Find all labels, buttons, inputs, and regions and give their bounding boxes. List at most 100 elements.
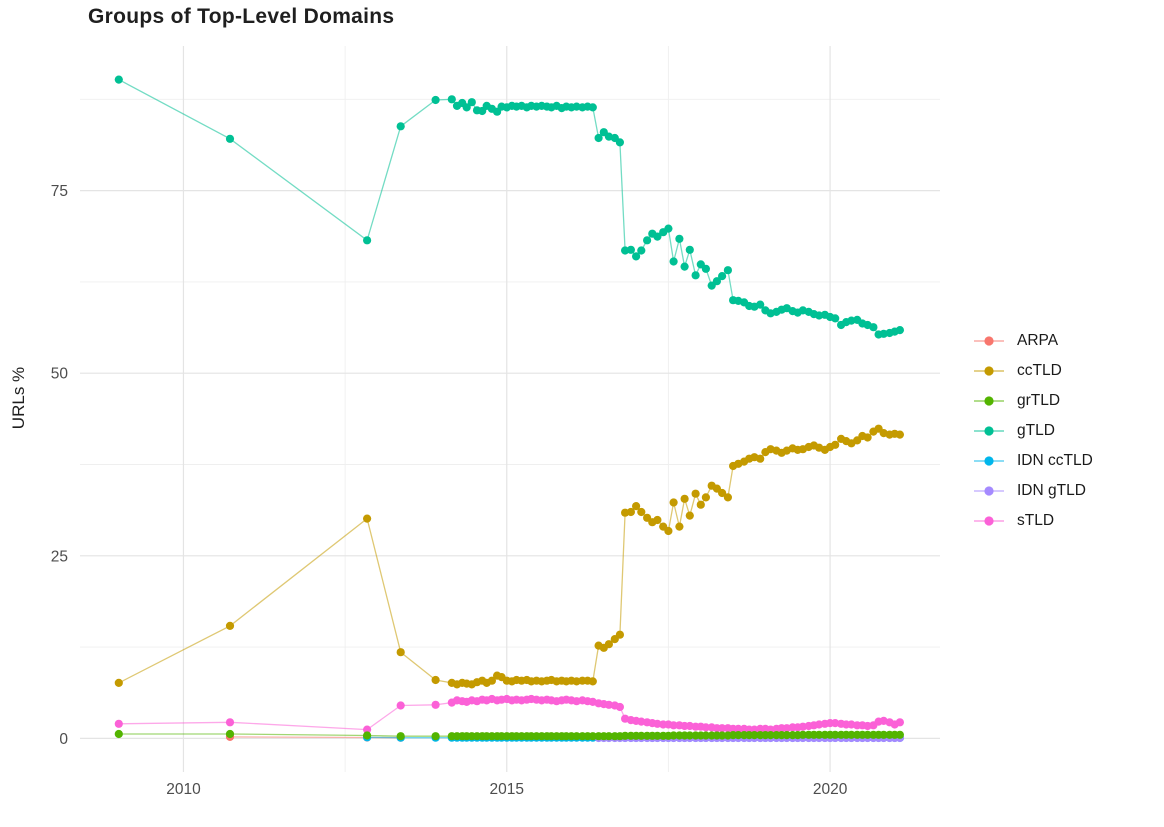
data-point [588, 103, 597, 112]
data-point [782, 731, 791, 740]
data-point [653, 731, 662, 740]
data-point [363, 514, 372, 523]
data-point [637, 731, 646, 740]
legend-item-label: sTLD [1017, 512, 1055, 529]
legend-item-label: grTLD [1017, 392, 1061, 409]
data-point [685, 245, 694, 254]
data-point [363, 725, 372, 734]
data-point [701, 264, 711, 273]
data-point [447, 95, 456, 104]
data-point [225, 718, 235, 727]
legend-item-arpa: ARPA [973, 332, 1093, 350]
data-point [396, 122, 405, 131]
data-point [621, 731, 630, 740]
data-point [895, 326, 905, 335]
data-point [863, 433, 872, 442]
data-point [431, 732, 440, 741]
data-point [669, 257, 678, 266]
data-point [637, 246, 646, 255]
data-point [831, 730, 840, 739]
gridlines-major [80, 46, 940, 772]
data-point [588, 677, 597, 686]
y-tick-label: 50 [51, 366, 69, 383]
legend-item-label: IDN gTLD [1017, 482, 1086, 499]
data-point [653, 232, 662, 241]
data-point [691, 489, 700, 498]
data-point [712, 277, 722, 286]
data-point [225, 134, 235, 143]
legend-item-grtld: grTLD [973, 392, 1093, 410]
data-point [396, 648, 405, 657]
data-point [863, 730, 872, 739]
data-point [718, 724, 727, 733]
y-tick-label: 75 [51, 183, 68, 200]
data-point [572, 732, 581, 741]
data-point [637, 507, 646, 517]
x-tick-label: 2010 [166, 781, 201, 798]
legend-key-icon [974, 516, 1004, 526]
data-point [588, 732, 597, 741]
legend-item-label: IDN ccTLD [1017, 452, 1093, 469]
chart-title: Groups of Top-Level Domains [88, 5, 395, 28]
legend: ARPA ccTLD grTLD gTLD IDN ccTLD IDN gTLD sTLD [973, 332, 1093, 530]
x-tick-label: 2020 [813, 781, 848, 798]
y-axis-title: URLs % [9, 366, 28, 430]
data-point [756, 454, 765, 463]
data-point [798, 730, 808, 739]
data-point [895, 718, 905, 727]
data-point [718, 731, 727, 740]
data-point [594, 133, 603, 143]
data-point [750, 731, 759, 740]
data-point [756, 300, 765, 309]
legend-item-idn-cctld: IDN ccTLD [973, 452, 1093, 470]
gridlines-minor [80, 46, 940, 772]
data-point [467, 98, 476, 107]
data-point [396, 732, 405, 741]
legend-item-label: ARPA [1017, 332, 1059, 349]
data-point [664, 224, 673, 233]
data-point [114, 678, 123, 688]
data-point [766, 731, 775, 740]
data-point [718, 272, 727, 281]
data-point [664, 526, 673, 536]
data-point [431, 95, 440, 105]
data-point [895, 430, 905, 439]
series-points-gtld [114, 75, 905, 339]
data-point [669, 498, 678, 507]
data-point [615, 702, 625, 712]
data-point [696, 500, 705, 509]
data-point [831, 440, 840, 449]
data-point [815, 730, 824, 739]
data-point [431, 700, 440, 709]
series-line-cctld [118, 427, 900, 686]
data-point [879, 730, 888, 739]
legend-key-icon [974, 336, 1004, 346]
y-tick-label: 0 [59, 731, 68, 748]
data-point [680, 494, 689, 503]
legend-key-icon [974, 486, 1004, 496]
series-points-stld [114, 694, 905, 734]
legend-key-icon [974, 426, 1004, 436]
y-tick-label: 25 [51, 548, 68, 565]
data-point [680, 262, 689, 271]
data-point [691, 271, 700, 280]
data-point [626, 245, 636, 254]
data-point [675, 522, 684, 531]
series-line-gtld [118, 79, 901, 336]
legend-item-gtld: gTLD [973, 422, 1093, 440]
legend-key-icon [974, 456, 1004, 466]
data-point [615, 630, 625, 639]
legend-item-idn-gtld: IDN gTLD [973, 482, 1093, 500]
data-point [604, 640, 614, 649]
data-point [114, 719, 123, 728]
series-points-cctld [114, 424, 905, 689]
series-lines [118, 79, 901, 739]
data-point [462, 103, 471, 112]
data-point [723, 266, 733, 275]
data-point [701, 731, 711, 740]
data-point [626, 507, 636, 517]
data-point [632, 252, 641, 261]
data-point [632, 502, 641, 511]
legend-key-icon [974, 366, 1004, 376]
